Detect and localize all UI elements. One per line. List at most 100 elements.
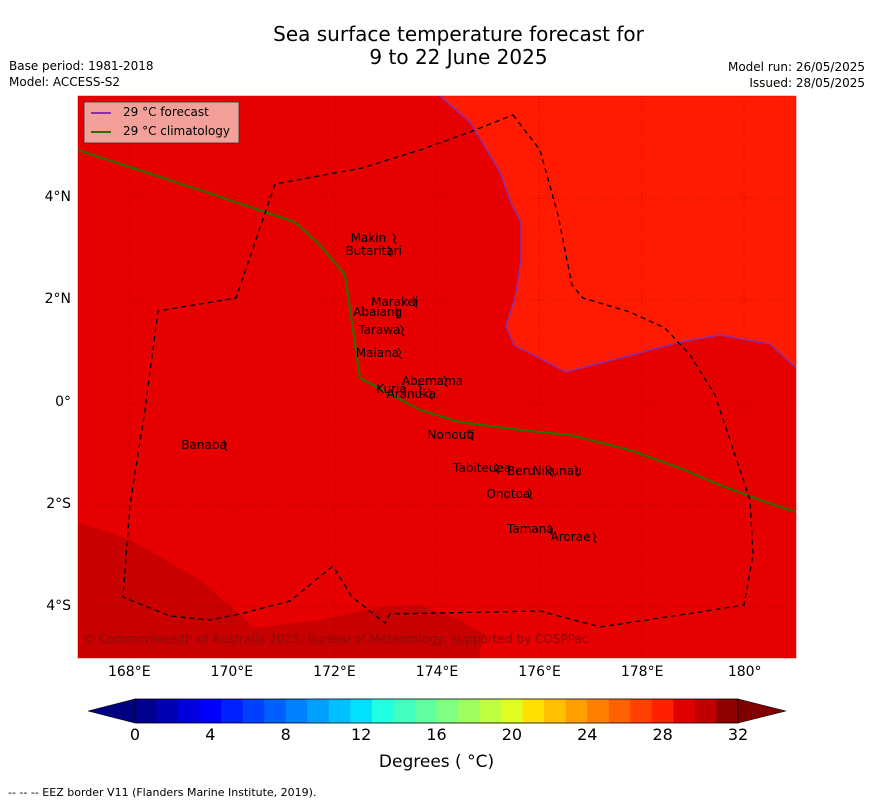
lon-tick-label: 170°E: [210, 664, 254, 680]
sst-cool-region: [78, 522, 485, 658]
lon-tick-label: 172°E: [313, 664, 356, 680]
colorbar-frame: [134, 698, 739, 724]
colorbar-tick-label: 0: [129, 725, 141, 744]
colorbar-swatch: [587, 699, 610, 723]
colorbar-swatch: [673, 699, 696, 723]
island-outline: [574, 465, 580, 477]
colorbar-swatch: [350, 699, 373, 723]
map-frame: [77, 95, 797, 659]
colorbar-tick-label: 24: [577, 725, 598, 744]
colorbar-swatch: [156, 699, 179, 723]
colorbar-swatch: [371, 699, 394, 723]
island-label-maiana: Maiana: [355, 346, 400, 360]
legend-climatology-label: 29 °C climatology: [123, 124, 231, 138]
island-label-nikunau: Nikunau: [532, 463, 582, 478]
lon-tick-label: 168°E: [107, 664, 151, 680]
colorbar-swatch: [651, 699, 674, 723]
island-label-arorae: Arorae: [550, 529, 591, 544]
island-label-banaba: Banaba: [181, 437, 227, 452]
island-label-marakei: Marakei: [371, 294, 419, 309]
lon-tick-label: 180°: [727, 664, 762, 680]
island-label-makin: Makin: [350, 231, 387, 246]
lat-tick-label: 0°: [55, 393, 71, 410]
colorbar-tick-label: 16: [426, 725, 447, 744]
base-period: Base period: 1981-2018: [9, 59, 154, 73]
island-label-abemama: Abemama: [401, 374, 464, 389]
island-label-onotoa: Onotoa: [486, 486, 531, 501]
colorbar-swatch: [328, 699, 351, 723]
colorbar-label: Degrees ( °C): [378, 752, 495, 772]
sst-warm-core-region: [440, 96, 796, 372]
colorbar-swatch: [716, 699, 739, 723]
legend-forecast-label: 29 °C forecast: [123, 105, 209, 119]
colorbar-swatch: [393, 699, 416, 723]
lon-tick-label: 176°E: [518, 664, 561, 680]
model-run: Model run: 26/05/2025: [727, 60, 865, 74]
colorbar-tick-label: 12: [350, 725, 372, 744]
colorbar-swatch: [264, 699, 287, 723]
graticule: [78, 96, 796, 658]
colorbar-swatch: [479, 699, 502, 723]
title-line-1: Sea surface temperature forecast for: [273, 22, 644, 46]
island-label-tarawa: Tarawa: [358, 323, 401, 338]
model-name: Model: ACCESS-S2: [9, 75, 121, 89]
island-outline: [397, 347, 403, 360]
colorbar-swatch: [694, 699, 717, 723]
eez-source-note: -- -- -- EEZ border V11 (Flanders Marine…: [8, 786, 317, 799]
island-label-aranuka: Aranuka: [386, 386, 437, 401]
island-label-beru: Beru: [507, 463, 536, 478]
lat-tick-label: 2°N: [44, 291, 71, 308]
lat-tick-label: 4°N: [44, 189, 71, 206]
island-label-butaritari: Butaritari: [345, 243, 402, 258]
island-outline: [412, 296, 418, 309]
island-outline: [392, 232, 397, 245]
climatology-29c-contour: [78, 148, 796, 514]
island-outlines: [222, 232, 597, 544]
colorbar-swatches: [87, 698, 787, 724]
island-outline: [399, 324, 405, 337]
colorbar-swatch: [501, 699, 524, 723]
colorbar-swatch: [178, 699, 201, 723]
island-outline: [222, 439, 228, 452]
copyright-note: © Commonwealth of Australia 2025, Bureau…: [83, 632, 589, 646]
island-label-abaiang: Abaiang: [353, 305, 403, 320]
island-outline: [548, 523, 554, 536]
island-outline: [417, 383, 423, 396]
colorbar-swatch: [458, 699, 481, 723]
island-label-tamana: Tamana: [507, 522, 554, 537]
title-line-2: 9 to 22 June 2025: [369, 45, 548, 69]
colorbar-tick-label: 4: [205, 725, 216, 744]
colorbar-swatch: [436, 699, 459, 723]
lat-tick-label: 4°S: [46, 597, 71, 614]
island-outline: [548, 465, 554, 477]
island-outline: [443, 375, 449, 388]
colorbar-swatch: [221, 699, 244, 723]
colorbar-swatch: [242, 699, 265, 723]
island-outline: [387, 245, 392, 258]
island-outline: [469, 429, 474, 442]
colorbar-swatch: [199, 699, 222, 723]
lon-tick-label: 174°E: [415, 664, 459, 680]
island-outline: [394, 306, 400, 319]
issued-date: Issued: 28/05/2025: [749, 76, 865, 90]
island-outline: [592, 531, 597, 544]
colorbar-swatch: [565, 699, 588, 723]
island-label-tabiteuea: Tabiteuea: [453, 460, 512, 475]
colorbar-over-arrow: [737, 698, 787, 724]
lat-tick-label: 2°S: [46, 495, 71, 512]
colorbar-tick-label: 28: [652, 725, 673, 744]
colorbar-swatch: [630, 699, 653, 723]
colorbar-swatch: [522, 699, 545, 723]
island-outline: [528, 488, 533, 500]
colorbar-swatch: [608, 699, 631, 723]
colorbar-swatch: [285, 699, 308, 723]
colorbar-tick-label: 20: [501, 725, 523, 744]
lon-tick-label: 178°E: [620, 664, 664, 680]
island-label-kuria: Kuria: [376, 381, 407, 396]
legend-box: [83, 101, 240, 144]
colorbar-tick-label: 8: [280, 725, 291, 744]
island-outline: [494, 462, 500, 475]
forecast-29c-contour: [439, 96, 796, 373]
